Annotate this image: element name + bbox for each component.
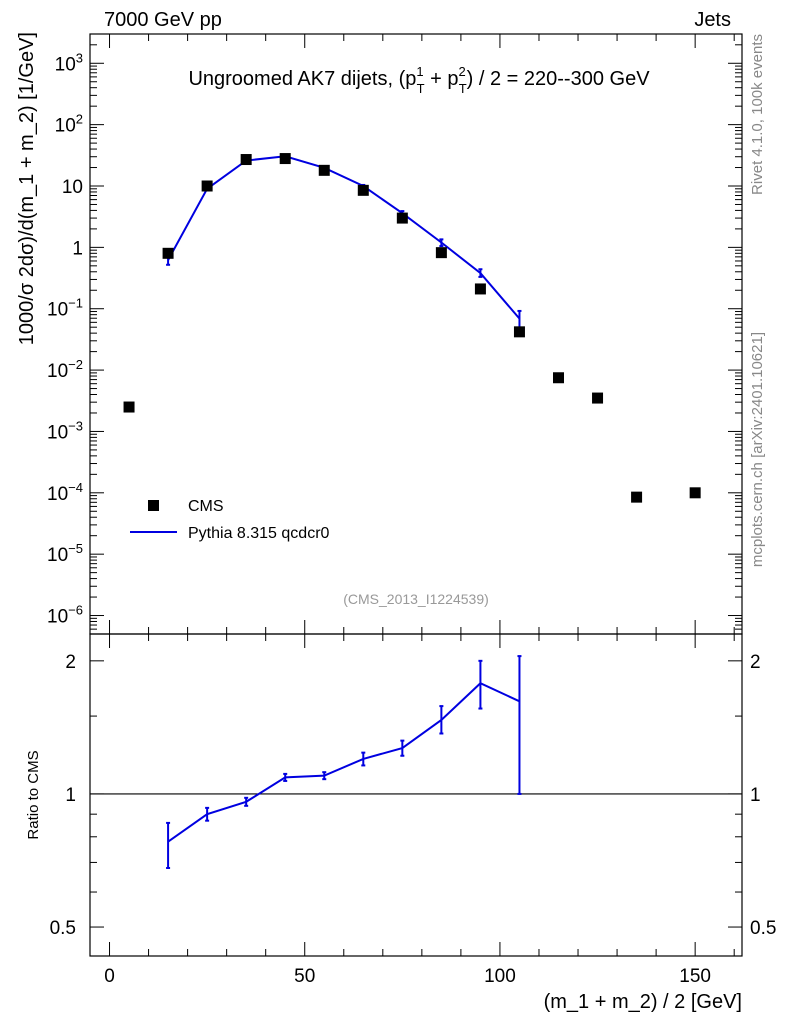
ratio-y-tick-label-right: 2 <box>750 652 761 673</box>
main-y-tick-label: 102 <box>55 112 83 137</box>
tick-base: 10 <box>55 116 76 137</box>
ratio-ylabel: Ratio to CMS <box>25 750 42 839</box>
cms-data-point <box>201 180 213 192</box>
cms-data-point <box>513 326 525 338</box>
cms-data-point <box>279 153 291 165</box>
mc-line <box>167 155 521 320</box>
analysis-watermark: (CMS_2013_I1224539) <box>343 591 489 607</box>
ratio-frame <box>89 633 743 957</box>
tick-exponent: −6 <box>68 603 83 618</box>
main-y-tick-label: 10−5 <box>47 541 83 566</box>
tick-base: 10 <box>47 545 68 566</box>
main-y-tick-label: 1 <box>72 238 83 259</box>
tick-exponent: 2 <box>76 112 83 127</box>
legend-label-pythia: Pythia 8.315 qcdcr0 <box>188 525 330 542</box>
cms-data-point <box>357 184 369 196</box>
ratio-y-tick-label-right: 1 <box>750 785 761 806</box>
main-y-tick-label: 10−4 <box>47 480 83 505</box>
tick-exponent: −4 <box>68 480 83 495</box>
ratio-x-tick-label: 150 <box>679 966 711 987</box>
cms-data-point <box>553 372 565 384</box>
tick-base: 10 <box>47 422 68 443</box>
main-y-tick-label: 10−1 <box>47 296 83 321</box>
cms-data-point <box>689 487 701 499</box>
tick-base: 10 <box>55 54 76 75</box>
main-y-tick-label: 10−6 <box>47 603 83 628</box>
cms-data-point <box>435 247 447 259</box>
mcplots-label: mcplots.cern.ch [arXiv:2401.10621] <box>749 332 766 567</box>
main-y-tick-label: 10−3 <box>47 418 83 443</box>
cms-data-point <box>318 164 330 176</box>
ratio-y-tick-label: 1 <box>65 785 76 806</box>
cms-data-point <box>123 401 135 413</box>
ratio-x-tick-label: 0 <box>104 966 115 987</box>
tick-exponent: −5 <box>68 541 83 556</box>
main-y-tick-label: 10 <box>62 177 83 198</box>
tick-base: 10 <box>47 484 68 505</box>
ratio-line <box>167 682 520 843</box>
header-left: 7000 GeV pp <box>104 9 222 31</box>
main-y-tick-label: 10−2 <box>47 357 83 382</box>
legend-label-cms: CMS <box>188 498 224 515</box>
cms-data-point <box>396 212 408 224</box>
tick-base: 10 <box>47 300 68 321</box>
tick-exponent: −1 <box>68 296 83 311</box>
ratio-xlabel: (m_1 + m_2) / 2 [GeV] <box>544 991 742 1013</box>
header-right: Jets <box>694 9 731 31</box>
ratio-y-tick-label-right: 0.5 <box>750 918 776 939</box>
cms-data-point <box>592 392 604 404</box>
tick-exponent: −2 <box>68 357 83 372</box>
ratio-x-tick-label: 100 <box>484 966 516 987</box>
tick-exponent: −3 <box>68 418 83 433</box>
tick-base: 10 <box>47 361 68 382</box>
main-ylabel: 1000/σ 2dσ)/d(m_1 + m_2) [1/GeV] <box>16 32 38 345</box>
main-y-tick-label: 103 <box>55 50 83 75</box>
rivet-label: Rivet 4.1.0, 100k events <box>749 34 766 195</box>
ratio-x-tick-label: 50 <box>294 966 315 987</box>
ratio-y-tick-label: 0.5 <box>50 918 76 939</box>
main-frame <box>89 33 743 635</box>
main-title: Ungroomed AK7 dijets, (p1 T + p2 T) / 2 = … <box>188 64 650 96</box>
ratio-y-tick-label: 2 <box>65 652 76 673</box>
cms-data-point <box>240 154 252 166</box>
tick-exponent: 3 <box>76 50 83 65</box>
cms-data-point <box>162 247 174 259</box>
tick-base: 10 <box>47 607 68 628</box>
legend: CMS Pythia 8.315 qcdcr0 <box>130 498 330 542</box>
cms-data-point <box>631 491 643 503</box>
legend-marker-cms <box>148 500 159 511</box>
cms-data-point <box>474 283 486 295</box>
